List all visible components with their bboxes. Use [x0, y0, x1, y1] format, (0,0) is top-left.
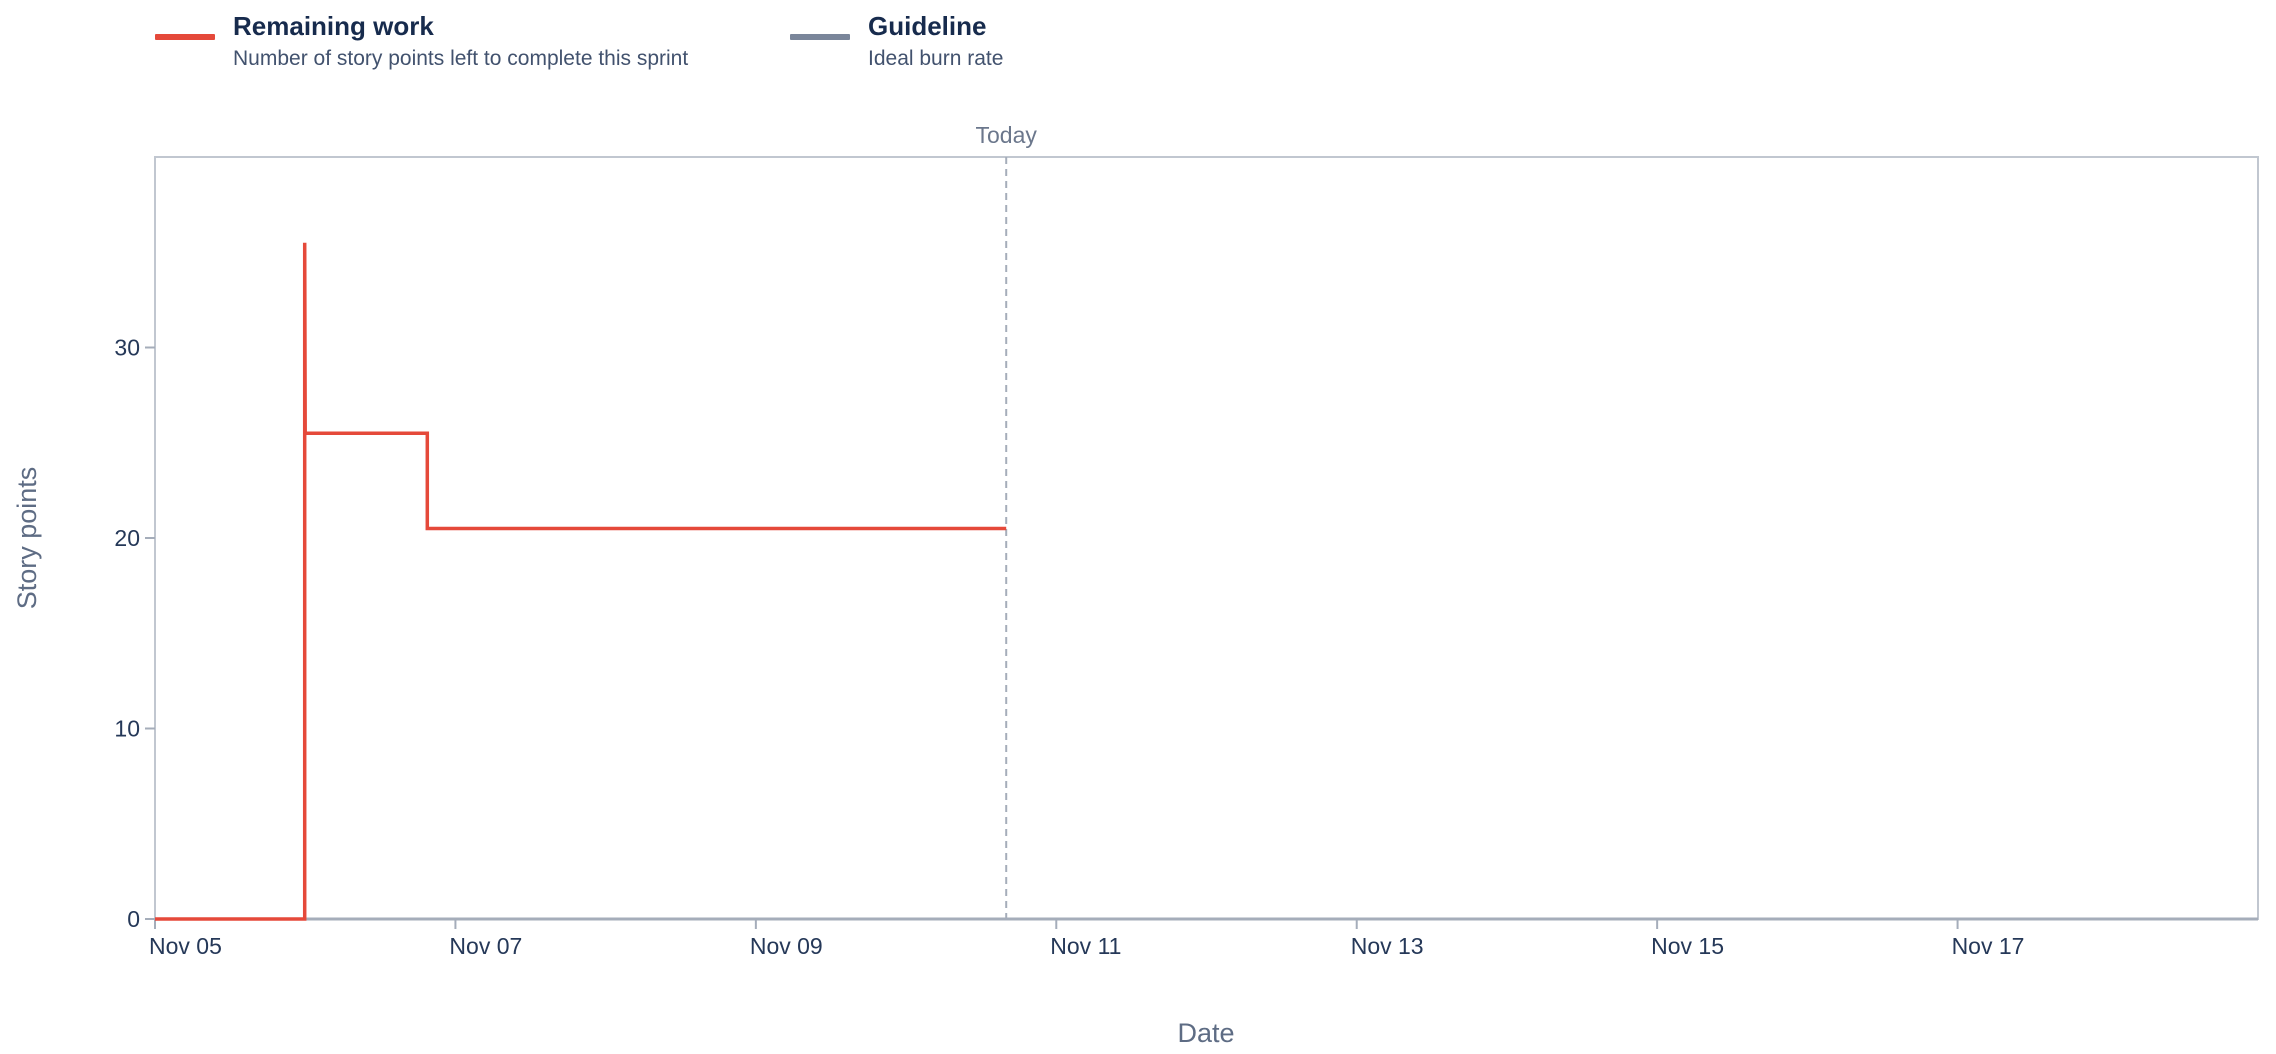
y-tick-label: 30 — [114, 335, 140, 361]
x-tick-label: Nov 17 — [1952, 933, 2025, 959]
guideline-swatch — [790, 34, 850, 40]
x-tick-label: Nov 09 — [750, 933, 823, 959]
today-label: Today — [976, 122, 1038, 148]
legend-item-remaining-work[interactable]: Remaining work Number of story points le… — [155, 10, 688, 74]
legend-remaining-desc: Number of story points left to complete … — [233, 47, 689, 70]
y-tick-label: 0 — [127, 906, 140, 932]
remaining-work-swatch — [155, 34, 215, 40]
remaining-work-line[interactable] — [155, 242, 1007, 921]
legend-remaining-title: Remaining work — [233, 11, 434, 41]
x-axis-title: Date — [1177, 1018, 1234, 1048]
legend-guideline-desc: Ideal burn rate — [868, 47, 1004, 70]
x-tick-label: Nov 11 — [1050, 933, 1121, 959]
chart-legend: Remaining work Number of story points le… — [0, 0, 2276, 90]
y-axis-ticks: 0 10 20 30 — [114, 335, 155, 932]
x-tick-label: Nov 05 — [149, 933, 222, 959]
x-tick-label: Nov 13 — [1351, 933, 1424, 959]
y-axis-title: Story points — [12, 467, 42, 610]
y-tick-label: 10 — [114, 716, 140, 742]
y-tick-label: 20 — [114, 525, 140, 551]
x-axis-ticks: Nov 05 Nov 07 Nov 09 Nov 11 Nov 13 Nov 15 Nov … — [149, 919, 2024, 959]
plot-area-border — [154, 156, 2259, 920]
legend-guideline-title: Guideline — [868, 11, 987, 41]
x-tick-label: Nov 15 — [1651, 933, 1724, 959]
x-tick-label: Nov 07 — [449, 933, 522, 959]
legend-item-guideline[interactable]: Guideline Ideal burn rate — [790, 10, 1003, 74]
